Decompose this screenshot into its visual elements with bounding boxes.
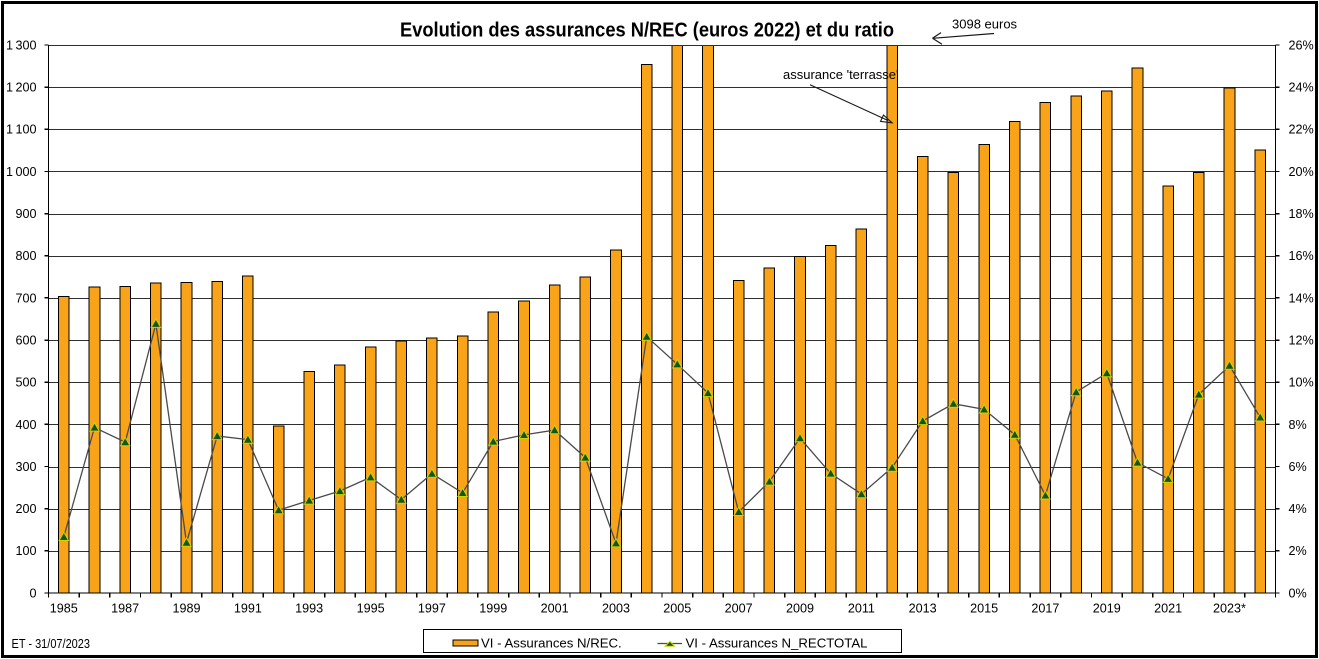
svg-text:6%: 6% xyxy=(1289,460,1307,474)
svg-text:800: 800 xyxy=(15,249,36,263)
svg-text:1989: 1989 xyxy=(172,602,200,616)
svg-text:18%: 18% xyxy=(1289,207,1314,221)
svg-text:500: 500 xyxy=(15,376,36,390)
svg-text:3098 euros: 3098 euros xyxy=(952,17,1018,32)
svg-text:100: 100 xyxy=(15,544,36,558)
svg-text:1985: 1985 xyxy=(50,602,78,616)
svg-text:1 300: 1 300 xyxy=(6,38,37,52)
svg-text:1 200: 1 200 xyxy=(6,81,37,95)
svg-text:1 100: 1 100 xyxy=(6,123,37,137)
svg-text:2015: 2015 xyxy=(970,602,998,616)
svg-text:ET - 31/07/2023: ET - 31/07/2023 xyxy=(12,637,91,651)
svg-text:20%: 20% xyxy=(1289,165,1314,179)
svg-text:2%: 2% xyxy=(1289,544,1307,558)
svg-text:2021: 2021 xyxy=(1154,602,1182,616)
svg-text:2005: 2005 xyxy=(663,602,691,616)
svg-text:1995: 1995 xyxy=(357,602,385,616)
svg-text:10%: 10% xyxy=(1289,376,1314,390)
svg-text:22%: 22% xyxy=(1289,123,1314,137)
svg-text:400: 400 xyxy=(15,418,36,432)
svg-text:VI - Assurances N_RECTOTAL: VI - Assurances N_RECTOTAL xyxy=(686,636,868,651)
svg-text:2013: 2013 xyxy=(909,602,937,616)
svg-text:Evolution des assurances N/REC: Evolution des assurances N/REC (euros 20… xyxy=(400,19,894,41)
svg-text:26%: 26% xyxy=(1289,38,1314,52)
svg-text:16%: 16% xyxy=(1289,249,1314,263)
svg-text:2001: 2001 xyxy=(541,602,569,616)
svg-text:300: 300 xyxy=(15,460,36,474)
svg-text:2009: 2009 xyxy=(786,602,814,616)
svg-text:VI - Assurances N/REC.: VI - Assurances N/REC. xyxy=(481,636,622,651)
svg-text:2007: 2007 xyxy=(725,602,753,616)
svg-text:12%: 12% xyxy=(1289,334,1314,348)
svg-text:900: 900 xyxy=(15,207,36,221)
svg-text:2003: 2003 xyxy=(602,602,630,616)
svg-text:4%: 4% xyxy=(1289,502,1307,516)
svg-text:700: 700 xyxy=(15,291,36,305)
svg-text:1987: 1987 xyxy=(111,602,139,616)
svg-text:2011: 2011 xyxy=(848,602,875,616)
svg-text:1997: 1997 xyxy=(418,602,446,616)
svg-text:1999: 1999 xyxy=(479,602,507,616)
svg-text:8%: 8% xyxy=(1289,418,1307,432)
svg-text:assurance 'terrasse': assurance 'terrasse' xyxy=(783,67,899,82)
svg-text:2017: 2017 xyxy=(1031,602,1059,616)
svg-text:2019: 2019 xyxy=(1093,602,1121,616)
svg-text:14%: 14% xyxy=(1289,291,1314,305)
svg-text:1 000: 1 000 xyxy=(6,165,37,179)
svg-text:200: 200 xyxy=(15,502,36,516)
svg-text:1993: 1993 xyxy=(295,602,323,616)
svg-text:0%: 0% xyxy=(1289,586,1307,600)
svg-text:0: 0 xyxy=(29,586,36,600)
svg-text:2023*: 2023* xyxy=(1213,602,1246,616)
svg-text:600: 600 xyxy=(15,334,36,348)
svg-text:24%: 24% xyxy=(1289,81,1314,95)
svg-text:1991: 1991 xyxy=(234,602,262,616)
